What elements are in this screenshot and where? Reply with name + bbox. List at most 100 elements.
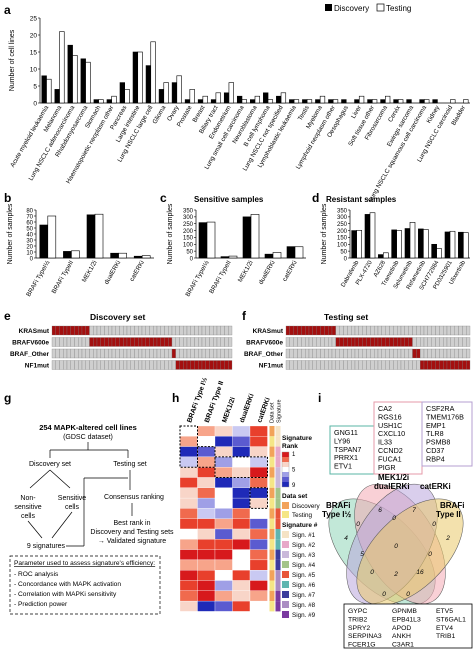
- mutation-cell-wt: [74, 337, 79, 347]
- mutation-cell-wt: [431, 325, 436, 336]
- mutation-cell-wt: [400, 325, 405, 336]
- heatmap-cell: [197, 549, 216, 561]
- chart-a-bar-discovery: [223, 92, 230, 104]
- heatmap-cell: [214, 518, 233, 530]
- venn-count: 16: [416, 569, 424, 576]
- chart-d-bar-testing: [423, 229, 429, 259]
- mutation-cell-wt: [423, 325, 428, 336]
- mutation-cell-wt: [289, 348, 294, 359]
- mutation-cell-wt: [427, 325, 432, 336]
- mutation-cell-wt: [450, 348, 455, 359]
- heatmap-dataset-cell: [269, 487, 275, 499]
- mutation-cell-mut: [216, 360, 221, 370]
- mutation-cell-wt: [324, 360, 329, 370]
- mutation-cell-wt: [320, 360, 325, 370]
- mutation-cell-mut: [149, 337, 154, 347]
- mutation-cell-wt: [439, 337, 444, 347]
- heatmap-legend-swatch: [282, 462, 289, 467]
- chart-a-ylabel: Number of cell lines: [9, 29, 16, 91]
- mutation-cell-mut: [308, 325, 313, 336]
- mutation-cell-mut: [213, 360, 218, 370]
- mutation-cell-wt: [100, 348, 105, 359]
- mutation-cell-mut: [328, 325, 333, 336]
- venn-gene: SERPINA3: [348, 633, 382, 640]
- chart-d-bar-discovery: [444, 231, 451, 259]
- mutation-cell-wt: [289, 360, 294, 370]
- chart-d-bar-discovery: [351, 230, 357, 259]
- mutation-cell-wt: [377, 325, 382, 336]
- mutation-cell-wt: [220, 325, 225, 336]
- mutation-cell-wt: [179, 337, 184, 347]
- mutation-cell-wt: [458, 325, 463, 336]
- chart-a-xtick: Glioma: [151, 104, 167, 125]
- mutation-cell-mut: [312, 325, 317, 336]
- mutation-cell-wt: [108, 348, 113, 359]
- heatmap-cell: [249, 508, 268, 519]
- mutation-cell-wt: [55, 360, 60, 370]
- mutation-cell-mut: [408, 337, 413, 347]
- heatmap-cell: [232, 528, 251, 540]
- mutation-cell-wt: [108, 325, 113, 336]
- heatmap-signature-cell: [275, 549, 281, 560]
- mutation-cell-wt: [393, 348, 398, 359]
- mutation-cell-mut: [205, 360, 210, 370]
- mutation-cell-wt: [351, 348, 356, 359]
- chart-a-bar-discovery: [80, 58, 86, 104]
- heatmap-cell: [232, 518, 251, 530]
- heatmap-cell: [214, 436, 233, 447]
- mutation-cell-wt: [115, 348, 120, 359]
- chart-a-ytick: 5: [33, 83, 37, 90]
- heatmap-dataset-cell: [269, 518, 275, 529]
- mutation-cell-wt: [126, 348, 131, 359]
- mutation-cell-wt: [134, 360, 139, 370]
- heatmap-cell: [232, 487, 251, 499]
- chart-a-bar-testing: [111, 95, 117, 104]
- mutation-cell-wt: [190, 348, 195, 359]
- mutation-cell-mut: [397, 337, 402, 347]
- heatmap-cell: [214, 497, 233, 509]
- heatmap-cell: [179, 508, 198, 519]
- heatmap-cell: [232, 477, 251, 488]
- flow-consensus: Consensus ranking: [104, 494, 164, 501]
- mutation-cell-wt: [397, 348, 402, 359]
- heatmap-cell: [197, 487, 216, 499]
- mutation-cell-wt: [347, 325, 352, 336]
- mutation-cell-mut: [168, 337, 173, 347]
- mutation-cell-wt: [439, 348, 444, 359]
- mutation-cell-wt: [408, 348, 413, 359]
- svg-text:Discovery and Testing sets: Discovery and Testing sets: [90, 529, 174, 536]
- mutation-cell-wt: [224, 337, 229, 347]
- mutation-cell-wt: [370, 325, 375, 336]
- mutation-cell-wt: [145, 348, 150, 359]
- chart-c-bar-testing: [206, 221, 216, 259]
- mutation-cell-wt: [312, 360, 317, 370]
- heatmap-legend-swatch: [282, 477, 289, 482]
- mutation-cell-wt: [331, 348, 336, 359]
- mutation-cell-wt: [168, 325, 173, 336]
- heatmap-signature-label: Sign. #8: [292, 602, 316, 609]
- mutation-cell-wt: [374, 325, 379, 336]
- mutation-cell-wt: [335, 360, 340, 370]
- venn-gene: ETV5: [436, 608, 453, 615]
- mutation-cell-wt: [66, 337, 71, 347]
- mutation-cell-mut: [354, 337, 359, 347]
- mutation-cell-mut: [443, 360, 448, 370]
- heatmap-cell: [197, 436, 216, 447]
- mutation-cell-wt: [171, 325, 176, 336]
- venn-gene: CXCL10: [378, 429, 405, 438]
- mutation-cell-wt: [130, 360, 135, 370]
- chart-a-bar-discovery: [184, 99, 191, 104]
- mutation-cell-mut: [466, 360, 471, 370]
- mutation-cell-wt: [66, 360, 71, 370]
- mutation-cell-wt: [385, 348, 390, 359]
- heatmap-dataset-cell: [269, 436, 275, 447]
- chart-d-bar-testing: [463, 232, 469, 259]
- mutation-cell-wt: [201, 337, 206, 347]
- chart-d-bar-discovery: [364, 214, 371, 259]
- mutation-cell-wt: [335, 325, 340, 336]
- mutation-cell-wt: [213, 325, 218, 336]
- panel-label-f: f: [242, 309, 247, 323]
- mutation-cell-wt: [446, 325, 451, 336]
- heatmap-cell: [249, 600, 268, 612]
